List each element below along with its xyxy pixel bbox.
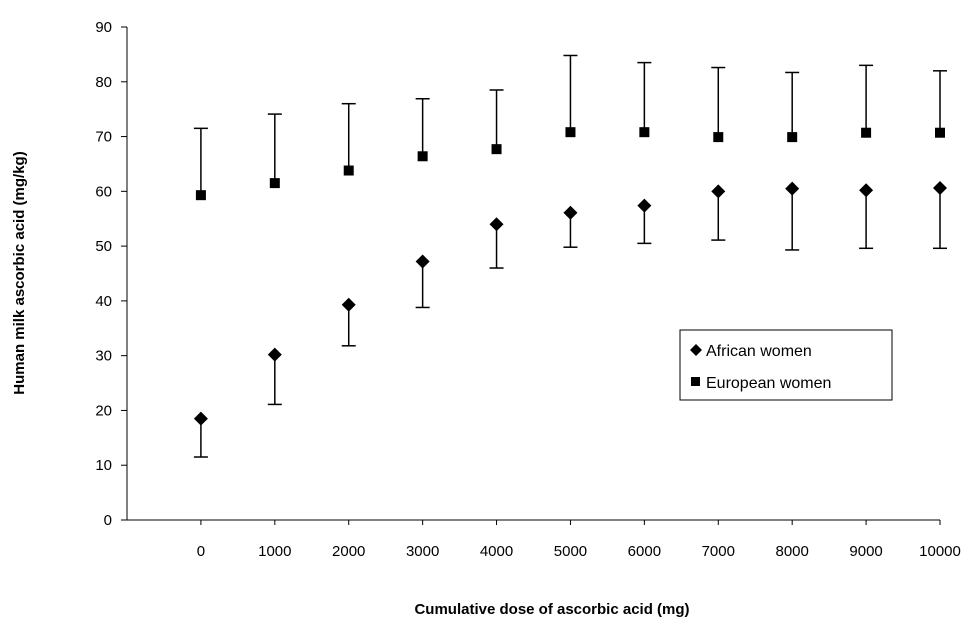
data-point-african-diamond	[933, 181, 947, 196]
x-axis: 0 1000 2000 3000 4000 5000 6000 7000 8000 9000 100…	[127, 519, 961, 560]
data-point-african-diamond	[193, 411, 208, 426]
x-tick-label: 6000	[628, 543, 661, 560]
data-point-european-square	[787, 132, 798, 143]
data-point-african-diamond	[267, 347, 282, 362]
data-point-european-square	[565, 127, 576, 138]
data-point-european-square	[343, 165, 354, 176]
data-point-african-diamond	[711, 184, 726, 199]
y-tick-label: 40	[95, 293, 112, 310]
data-point-african-diamond	[785, 181, 800, 196]
x-tick-label: 10000	[919, 543, 961, 560]
y-tick-label: 0	[104, 512, 112, 529]
data-point-european-square	[195, 190, 206, 201]
y-axis: 0 10 20 30 40 50 60 70 80 90	[95, 19, 128, 529]
x-tick-label: 0	[197, 543, 205, 560]
data-point-african-diamond	[563, 205, 578, 220]
data-point-european-square	[713, 132, 724, 143]
x-tick-label: 5000	[554, 543, 587, 560]
data-point-african-diamond	[859, 183, 874, 198]
legend-label-european: European women	[706, 375, 831, 392]
data-point-african-diamond	[415, 254, 430, 269]
x-tick-label: 7000	[702, 543, 735, 560]
y-tick-label: 20	[95, 402, 112, 419]
x-axis-title: Cumulative dose of ascorbic acid (mg)	[414, 601, 689, 618]
y-tick-label: 60	[95, 183, 112, 200]
x-tick-label: 3000	[406, 543, 439, 560]
data-point-african-diamond	[341, 297, 356, 312]
data-point-european-square	[935, 127, 945, 138]
legend-marker-european-square	[691, 377, 700, 386]
x-tick-label: 1000	[258, 543, 291, 560]
data-point-european-square	[269, 178, 280, 189]
data-point-european-square	[417, 151, 428, 162]
y-tick-label: 70	[95, 129, 112, 146]
y-tick-label: 80	[95, 74, 112, 91]
data-point-european-square	[639, 127, 650, 138]
y-tick-label: 10	[95, 457, 112, 474]
y-tick-label: 30	[95, 348, 112, 365]
legend-label-african: African women	[706, 343, 812, 360]
legend-box	[679, 329, 893, 401]
x-tick-label: 8000	[775, 543, 808, 560]
legend-marker-african-diamond	[690, 344, 702, 356]
data-point-african-diamond	[489, 217, 504, 232]
y-tick-label: 50	[95, 238, 112, 255]
x-tick-label: 2000	[332, 543, 365, 560]
data-point-european-square	[861, 127, 872, 138]
data-point-african-diamond	[637, 198, 652, 213]
y-axis-title: Human milk ascorbic acid (mg/kg)	[11, 151, 28, 394]
plot-area	[193, 54, 947, 458]
x-tick-label: 9000	[849, 543, 882, 560]
legend: African women European women	[679, 329, 893, 401]
data-point-european-square	[491, 144, 502, 155]
x-tick-label: 4000	[480, 543, 513, 560]
y-tick-label: 90	[95, 19, 112, 36]
